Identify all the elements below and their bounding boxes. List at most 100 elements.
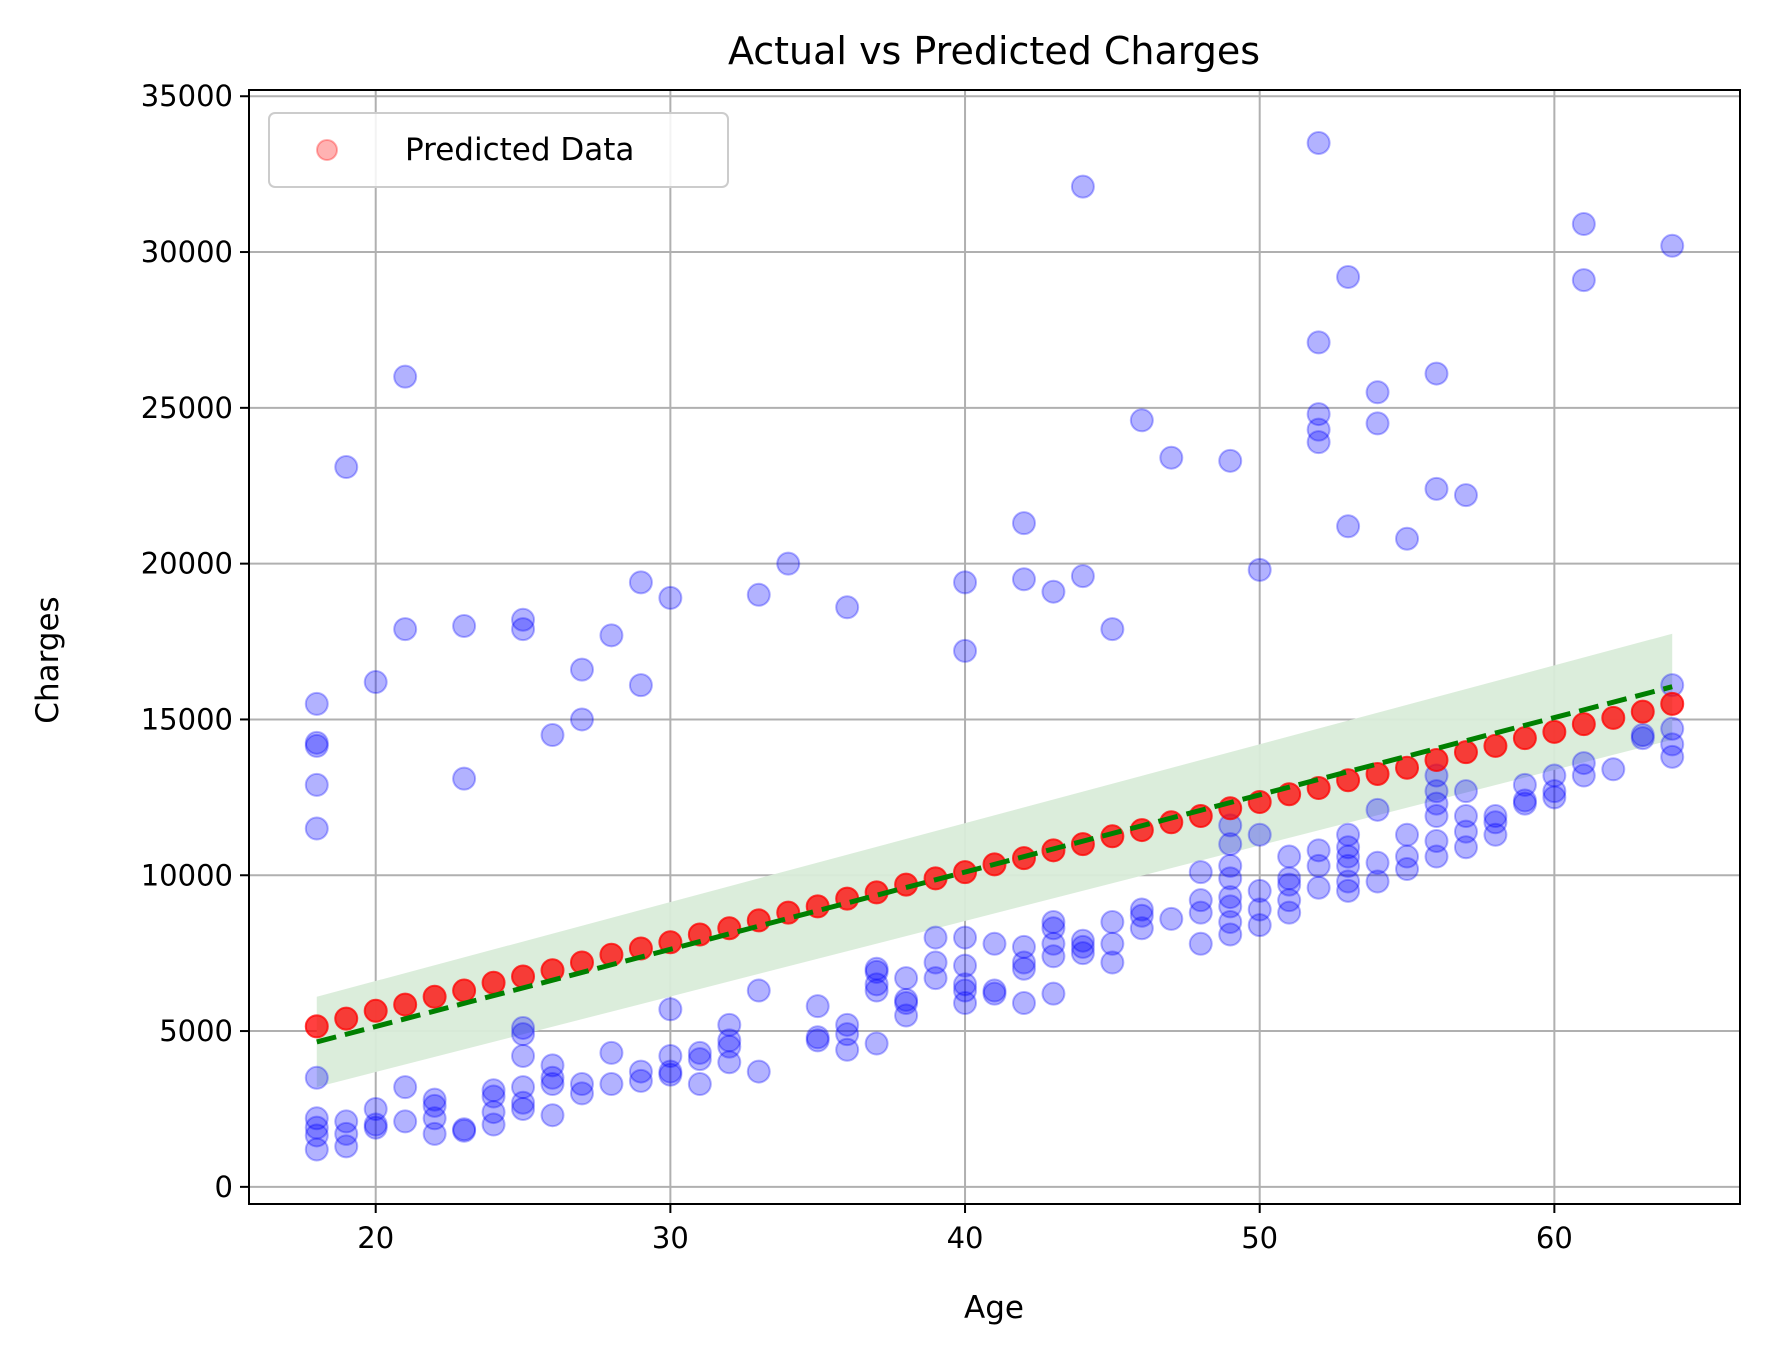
- actual-point: [687, 1040, 712, 1065]
- actual-point: [452, 766, 477, 791]
- actual-point: [569, 1081, 594, 1106]
- actual-point: [1129, 903, 1154, 928]
- actual-point: [982, 981, 1007, 1006]
- actual-point: [1365, 797, 1390, 822]
- actual-point: [864, 959, 889, 984]
- predicted-point: [393, 992, 418, 1017]
- actual-point: [1306, 430, 1331, 455]
- trend-line-path: [316, 684, 1673, 1045]
- actual-point: [1159, 445, 1184, 470]
- y-tick-label: 20000: [141, 547, 233, 581]
- actual-point: [717, 1012, 742, 1037]
- actual-point: [1424, 828, 1449, 853]
- actual-point: [334, 1134, 359, 1159]
- actual-point: [1277, 872, 1302, 897]
- actual-point: [1453, 819, 1478, 844]
- predicted-point: [452, 978, 477, 1003]
- actual-point: [658, 1043, 683, 1068]
- actual-point: [304, 1106, 329, 1131]
- actual-point: [746, 582, 771, 607]
- actual-point: [628, 673, 653, 698]
- actual-point: [304, 1115, 329, 1140]
- actual-point: [511, 1075, 536, 1100]
- actual-point: [1041, 909, 1066, 934]
- actual-point: [1188, 931, 1213, 956]
- actual-point: [1041, 931, 1066, 956]
- actual-point: [1542, 779, 1567, 804]
- actual-point: [864, 1031, 889, 1056]
- actual-point: [1188, 900, 1213, 925]
- actual-point: [953, 925, 978, 950]
- actual-point: [717, 1034, 742, 1059]
- legend: Predicted Data: [268, 112, 729, 188]
- actual-point: [511, 1043, 536, 1068]
- actual-point: [1306, 417, 1331, 442]
- actual-point: [1011, 956, 1036, 981]
- actual-point: [628, 570, 653, 595]
- legend-label-predicted: Predicted Data: [405, 132, 634, 168]
- predicted-point: [1660, 691, 1685, 716]
- actual-point: [923, 950, 948, 975]
- actual-point: [393, 1109, 418, 1134]
- actual-point: [511, 1096, 536, 1121]
- predicted-point: [687, 922, 712, 947]
- actual-point: [1218, 909, 1243, 934]
- actual-point: [1571, 211, 1596, 236]
- actual-point: [1306, 875, 1331, 900]
- actual-point: [1041, 916, 1066, 941]
- actual-point: [569, 707, 594, 732]
- predicted-point: [334, 1006, 359, 1031]
- actual-point: [599, 1072, 624, 1097]
- predicted-point: [1542, 719, 1567, 744]
- actual-point: [1247, 822, 1272, 847]
- actual-point: [393, 617, 418, 642]
- predicted-point: [1630, 699, 1655, 724]
- predicted-point: [1365, 761, 1390, 786]
- y-tick-label: 0: [215, 1170, 233, 1204]
- actual-point: [1277, 844, 1302, 869]
- actual-point: [1129, 897, 1154, 922]
- actual-point: [511, 1022, 536, 1047]
- actual-point: [1218, 832, 1243, 857]
- actual-point: [864, 972, 889, 997]
- actual-point: [658, 1062, 683, 1087]
- actual-point: [1336, 869, 1361, 894]
- actual-point: [864, 956, 889, 981]
- actual-point: [894, 1003, 919, 1028]
- actual-point: [894, 987, 919, 1012]
- actual-point: [363, 1096, 388, 1121]
- actual-point: [422, 1093, 447, 1118]
- actual-point: [1660, 744, 1685, 769]
- actual-point: [511, 1015, 536, 1040]
- actual-point: [363, 1115, 388, 1140]
- actual-point: [540, 1053, 565, 1078]
- actual-point: [717, 1028, 742, 1053]
- actual-point: [481, 1100, 506, 1125]
- actual-points: [304, 130, 1685, 1162]
- actual-point: [1011, 991, 1036, 1016]
- actual-point: [334, 455, 359, 480]
- predicted-point: [304, 1014, 329, 1039]
- actual-point: [1247, 878, 1272, 903]
- actual-point: [1011, 567, 1036, 592]
- actual-point: [1100, 617, 1125, 642]
- actual-point: [1424, 791, 1449, 816]
- actual-point: [687, 1047, 712, 1072]
- actual-point: [1011, 950, 1036, 975]
- actual-point: [1041, 944, 1066, 969]
- actual-point: [953, 991, 978, 1016]
- actual-point: [835, 595, 860, 620]
- actual-point: [304, 691, 329, 716]
- actual-point: [1100, 950, 1125, 975]
- x-tick-label: 60: [1536, 1221, 1573, 1255]
- actual-point: [923, 925, 948, 950]
- actual-point: [540, 1103, 565, 1128]
- actual-point: [982, 931, 1007, 956]
- y-tick-label: 15000: [141, 702, 233, 736]
- x-tick-label: 40: [947, 1221, 984, 1255]
- actual-point: [1365, 850, 1390, 875]
- actual-point: [452, 1117, 477, 1142]
- axes-frame: [248, 89, 1741, 1205]
- actual-point: [1483, 822, 1508, 847]
